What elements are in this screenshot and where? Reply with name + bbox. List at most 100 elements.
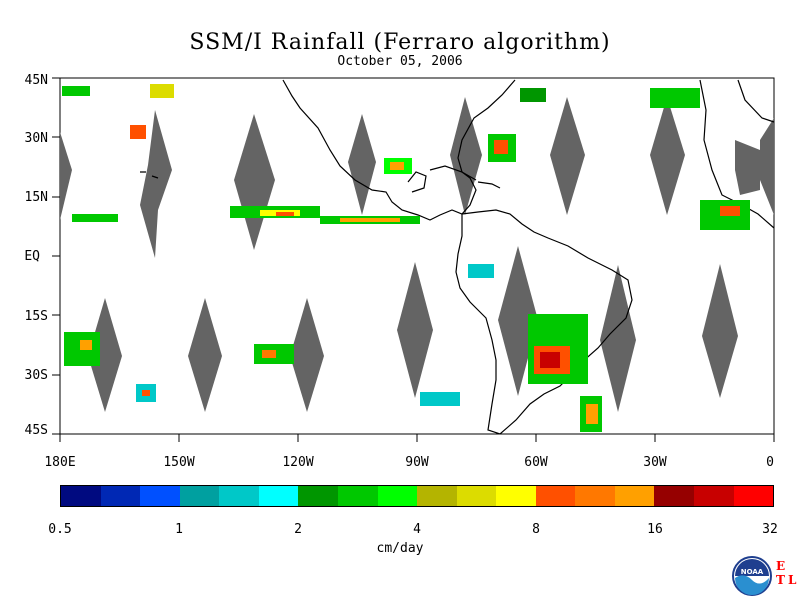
swath-gap [88, 298, 122, 412]
rain-cell [276, 212, 294, 216]
south-america-cells [468, 264, 602, 432]
colorbar-tick-label: 8 [532, 522, 540, 537]
atlantic-cells [650, 88, 750, 230]
lon-label: 150W [163, 455, 194, 470]
colorbar-cell [258, 486, 299, 506]
rain-cell [468, 264, 494, 278]
lat-label: 45S [25, 423, 48, 438]
greenland-gap [735, 140, 760, 195]
caribbean-cells [384, 88, 546, 174]
lat-label: EQ [24, 249, 40, 264]
lon-label: 30W [643, 455, 667, 470]
colorbar-tick-label: 16 [647, 522, 663, 537]
swath-gaps [60, 97, 774, 412]
lat-label: 15N [25, 190, 48, 205]
colorbar-tick-label: 4 [413, 522, 421, 537]
lon-label: 120W [282, 455, 313, 470]
colorbar-cell [179, 486, 220, 506]
swath-gap [397, 262, 433, 398]
colorbar-tick-label: 0.5 [48, 522, 72, 537]
swath-gap [650, 97, 685, 215]
colorbar-cell [140, 486, 180, 506]
colorbar-cell [298, 486, 338, 506]
rain-cell [586, 404, 598, 424]
colorbar-cell [61, 486, 101, 506]
lon-label: 180E [44, 455, 75, 470]
colorbar-cell [100, 486, 141, 506]
rain-cell [62, 86, 90, 96]
lat-label: 30S [25, 368, 48, 383]
swath-gap [60, 132, 72, 220]
lon-label: 90W [405, 455, 429, 470]
rain-cell [520, 88, 546, 102]
etl-letter: T [776, 573, 785, 587]
rain-cell [650, 88, 700, 108]
etl-logo: E T L [776, 559, 797, 587]
lat-label: 15S [25, 309, 48, 324]
lat-label: 30N [25, 131, 48, 146]
swath-gap [140, 110, 172, 258]
colorbar-cell [535, 486, 576, 506]
colorbar-cell [377, 486, 418, 506]
swath-gap [550, 97, 585, 215]
colorbar-cell [219, 486, 259, 506]
swath-gap [234, 114, 275, 250]
colorbar-cell [614, 486, 655, 506]
colorbar-unit: cm/day [376, 541, 424, 556]
colorbar-tick-label: 2 [294, 522, 302, 537]
swath-gap [702, 264, 738, 398]
rain-cell [262, 350, 276, 358]
europe-coast [737, 79, 775, 123]
lat-axis: 45N 30N 15N EQ 15S 30S 45S [24, 73, 60, 438]
noaa-logo-text: NOAA [741, 568, 764, 576]
chart-title: SSM/I Rainfall (Ferraro algorithm) [189, 30, 611, 55]
hawaii-islands [140, 171, 159, 179]
swath-gap [600, 265, 636, 412]
noaa-logo: NOAA [732, 556, 772, 596]
swath-gap [498, 246, 538, 396]
rain-cell [420, 392, 460, 406]
rain-cell [150, 84, 174, 98]
rain-cell [72, 214, 118, 222]
etl-letter: L [788, 573, 797, 587]
chart-date: October 05, 2006 [337, 54, 463, 69]
swath-gap [760, 118, 774, 215]
rain-cell [494, 140, 508, 154]
lon-label: 60W [524, 455, 548, 470]
colorbar-cell [733, 486, 774, 506]
colorbar-tick-label: 32 [762, 522, 778, 537]
rain-cell [142, 390, 150, 396]
itcz-band [72, 206, 420, 224]
south-pacific-cells [64, 332, 460, 406]
swath-gap [348, 114, 376, 215]
north-pacific-cells [62, 84, 174, 139]
yucatan-coast [407, 171, 427, 193]
cuba-coast [429, 165, 477, 181]
africa-coast [699, 79, 775, 229]
swath-gap [450, 97, 482, 215]
rain-cell [130, 125, 146, 139]
rain-cell [540, 352, 560, 368]
lon-axis: 180E 150W 120W 90W 60W 30W 0 [44, 434, 775, 470]
colorbar-cell [337, 486, 378, 506]
colorbar-cell [417, 486, 457, 506]
rain-cell [80, 340, 92, 350]
rain-cell [340, 218, 400, 222]
colorbar-tick-label: 1 [175, 522, 183, 537]
colorbar-cell [456, 486, 497, 506]
north-america-coast [282, 79, 516, 221]
rain-cell [390, 162, 404, 170]
hispaniola-coast [477, 181, 501, 189]
colorbar-cell [694, 486, 734, 506]
rain-cell [720, 206, 740, 216]
lat-label: 45N [25, 73, 48, 88]
colorbar-cell [654, 486, 694, 506]
rain-cells [62, 84, 750, 432]
rainfall-map: 45N 30N 15N EQ 15S 30S 45S 180E 150W [24, 73, 775, 470]
colorbar-cell [496, 486, 536, 506]
swath-gap [290, 298, 324, 412]
colorbar [60, 485, 774, 507]
etl-letter: E [776, 559, 785, 573]
lon-label: 0 [766, 455, 774, 470]
colorbar-cell [575, 486, 615, 506]
